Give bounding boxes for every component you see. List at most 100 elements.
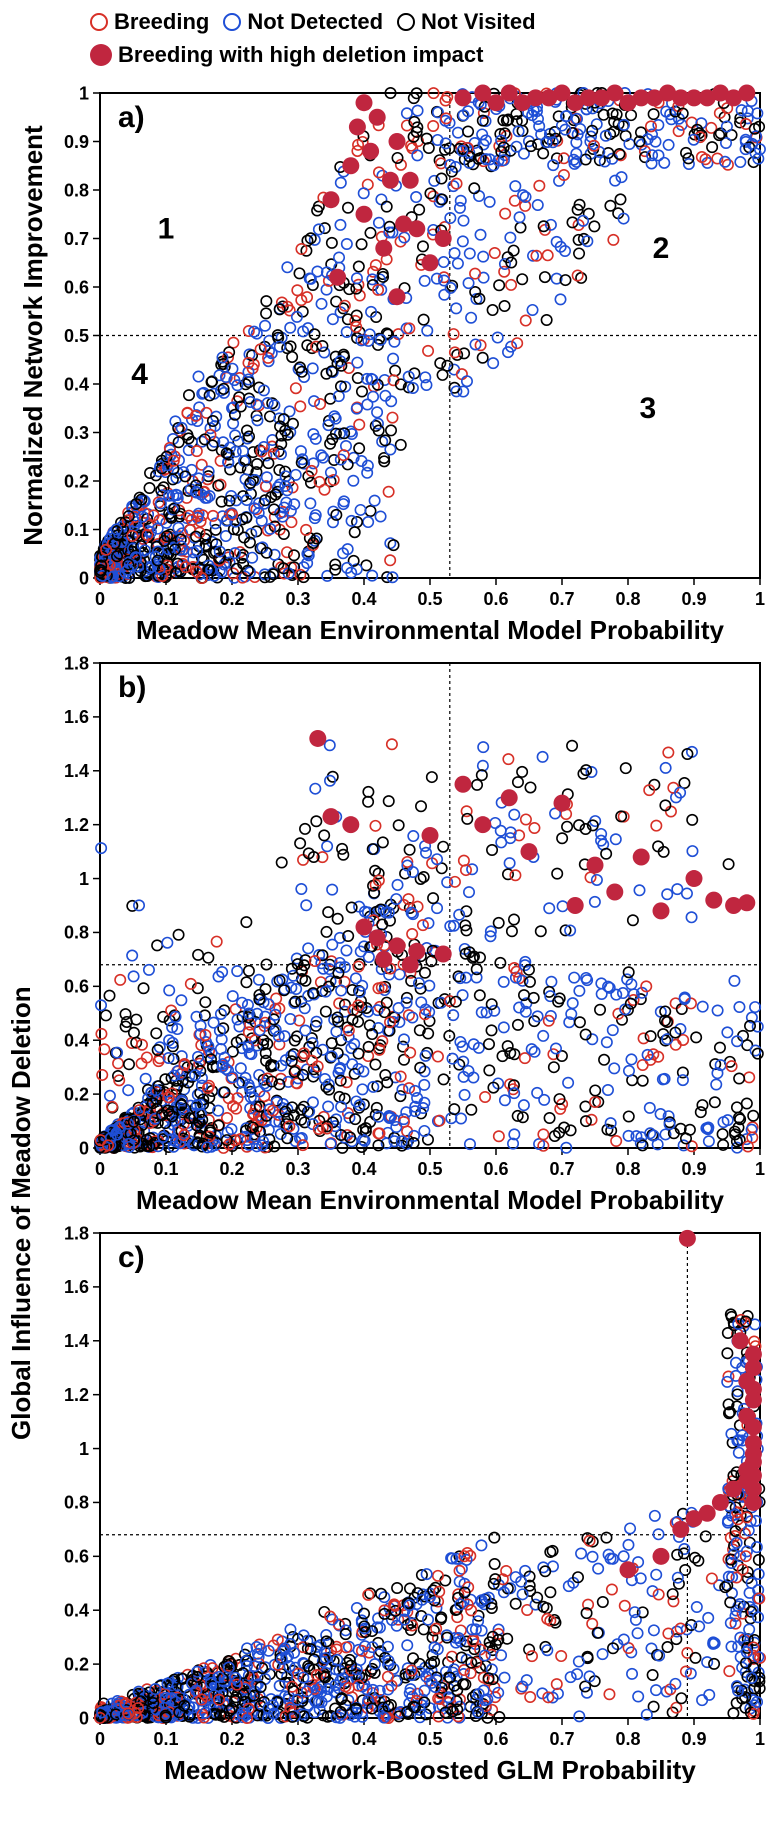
svg-text:0.8: 0.8 (64, 1493, 89, 1513)
high-impact-marker (567, 94, 584, 111)
svg-text:0.5: 0.5 (64, 326, 89, 346)
svg-text:3: 3 (639, 392, 656, 425)
high-impact-marker (587, 857, 604, 874)
high-impact-marker (567, 897, 584, 914)
svg-text:1.8: 1.8 (64, 1223, 89, 1243)
high-impact-marker (342, 816, 359, 833)
svg-text:0.8: 0.8 (615, 589, 640, 609)
high-impact-marker (699, 90, 716, 107)
high-impact-marker (435, 230, 452, 247)
svg-text:0: 0 (95, 589, 105, 609)
high-impact-marker (738, 894, 755, 911)
high-impact-marker (323, 808, 340, 825)
svg-text:Meadow Mean Environmental Mode: Meadow Mean Environmental Model Probabil… (136, 1185, 725, 1213)
svg-text:0.6: 0.6 (483, 589, 508, 609)
high-impact-marker (474, 816, 491, 833)
high-impact-marker (646, 90, 663, 107)
high-impact-marker (725, 90, 742, 107)
panel-a: 00.10.20.30.40.50.60.70.80.9100.10.20.30… (0, 73, 780, 643)
svg-text:0.6: 0.6 (64, 277, 89, 297)
svg-text:1.2: 1.2 (64, 1385, 89, 1405)
svg-text:c): c) (118, 1241, 145, 1274)
svg-text:0.4: 0.4 (351, 589, 376, 609)
svg-text:1.8: 1.8 (64, 653, 89, 673)
svg-text:4: 4 (131, 358, 148, 391)
svg-text:Normalized Network Improvement: Normalized Network Improvement (18, 125, 48, 546)
panel-b: 00.10.20.30.40.50.60.70.80.9100.20.40.60… (0, 643, 780, 1213)
svg-text:a): a) (118, 101, 145, 134)
high-impact-marker (422, 254, 439, 271)
svg-text:1: 1 (755, 1729, 765, 1749)
svg-text:1.2: 1.2 (64, 815, 89, 835)
svg-text:0.9: 0.9 (681, 1159, 706, 1179)
high-impact-marker (389, 133, 406, 150)
svg-text:0.7: 0.7 (64, 229, 89, 249)
svg-text:1: 1 (755, 1159, 765, 1179)
svg-text:1: 1 (158, 213, 175, 246)
svg-text:0.5: 0.5 (417, 589, 442, 609)
svg-text:0: 0 (95, 1729, 105, 1749)
high-impact-marker (323, 191, 340, 208)
svg-text:0.6: 0.6 (64, 977, 89, 997)
svg-text:2: 2 (653, 232, 670, 265)
scatter (95, 739, 763, 1153)
panels-container: 00.10.20.30.40.50.60.70.80.9100.10.20.30… (0, 73, 780, 1783)
legend-label: Not Visited (421, 8, 536, 37)
high-impact-marker (732, 1332, 749, 1349)
legend-label: Breeding (114, 8, 209, 37)
panel-c: 00.10.20.30.40.50.60.70.80.9100.20.40.60… (0, 1213, 780, 1783)
high-impact-marker (402, 956, 419, 973)
high-impact-marker (362, 143, 379, 160)
svg-text:0.1: 0.1 (153, 1729, 178, 1749)
high-impact-marker (672, 1521, 689, 1538)
svg-text:1: 1 (79, 83, 89, 103)
high-impact-marker (389, 288, 406, 305)
svg-text:0.4: 0.4 (64, 1601, 89, 1621)
svg-text:0.4: 0.4 (64, 374, 89, 394)
high-impact-marker (521, 843, 538, 860)
high-impact-marker (422, 827, 439, 844)
svg-text:0.7: 0.7 (549, 589, 574, 609)
legend-label: Not Detected (247, 8, 383, 37)
svg-text:Meadow Network-Boosted GLM Pro: Meadow Network-Boosted GLM Probability (164, 1755, 696, 1783)
legend-item: Not Detected (223, 8, 383, 37)
svg-text:1.4: 1.4 (64, 1331, 89, 1351)
svg-text:0.2: 0.2 (64, 1085, 89, 1105)
svg-text:0.2: 0.2 (64, 1655, 89, 1675)
svg-text:0.9: 0.9 (681, 1729, 706, 1749)
high-impact-marker (745, 1494, 762, 1511)
high-impact-marker (705, 892, 722, 909)
legend-item: Breeding with high deletion impact (90, 41, 483, 70)
high-impact-marker (356, 94, 373, 111)
svg-text:Meadow Mean Environmental Mode: Meadow Mean Environmental Model Probabil… (136, 615, 725, 643)
high-impact-marker (342, 157, 359, 174)
svg-text:0.2: 0.2 (219, 1729, 244, 1749)
high-impact-marker (633, 849, 650, 866)
legend-item: Not Visited (397, 8, 536, 37)
high-impact-marker (672, 90, 689, 107)
svg-text:0: 0 (95, 1159, 105, 1179)
svg-text:0.6: 0.6 (483, 1729, 508, 1749)
high-impact-marker (501, 789, 518, 806)
high-impact-marker (375, 240, 392, 257)
legend-label: Breeding with high deletion impact (118, 41, 483, 70)
high-impact-marker (653, 903, 670, 920)
high-impact-marker (725, 1481, 742, 1498)
svg-text:1: 1 (755, 589, 765, 609)
svg-text:0.7: 0.7 (549, 1159, 574, 1179)
svg-text:0.4: 0.4 (64, 1031, 89, 1051)
svg-text:1: 1 (79, 1439, 89, 1459)
high-impact-marker (745, 1392, 762, 1409)
high-impact-marker (745, 1419, 762, 1436)
svg-text:0.3: 0.3 (285, 589, 310, 609)
high-impact-marker (369, 930, 386, 947)
svg-text:0.8: 0.8 (615, 1159, 640, 1179)
high-impact-marker (408, 220, 425, 237)
svg-text:0.1: 0.1 (64, 520, 89, 540)
svg-text:0.5: 0.5 (417, 1159, 442, 1179)
svg-text:0.8: 0.8 (615, 1729, 640, 1749)
svg-text:0.9: 0.9 (64, 132, 89, 152)
high-impact-marker (349, 119, 366, 136)
high-impact-marker (389, 938, 406, 955)
high-impact-marker (620, 1561, 637, 1578)
